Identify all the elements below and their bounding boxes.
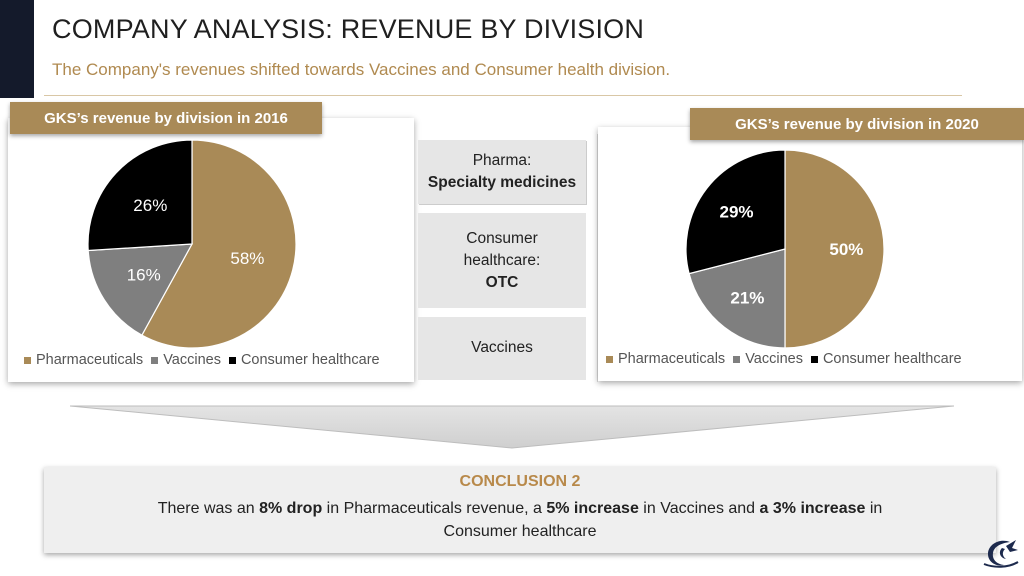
legend-swatch-consumer-healthcare xyxy=(228,356,236,364)
legend-item-consumer-healthcare: Consumer healthcare xyxy=(810,351,962,367)
company-logo-icon xyxy=(983,540,1019,568)
legend-item-pharmaceuticals: Pharmaceuticals xyxy=(24,352,143,368)
legend-item-consumer-healthcare: Consumer healthcare xyxy=(228,352,380,368)
accent-bar xyxy=(0,0,34,98)
conclusion-part: There was an xyxy=(157,500,260,517)
conclusion-part: in Vaccines and xyxy=(638,500,760,517)
pie-slice-pharmaceuticals-2020 xyxy=(784,149,885,349)
pie-label-vaccines-2016: 16% xyxy=(127,266,161,285)
segment-pharma-line1: Pharma: xyxy=(472,152,532,169)
conclusion-title: CONCLUSION 2 xyxy=(459,473,581,490)
legend-label: Pharmaceuticals xyxy=(618,351,726,367)
legend-label: Pharmaceuticals xyxy=(36,352,144,368)
conclusion-highlight: a 3% increase xyxy=(759,500,866,517)
legend-2016: Pharmaceuticals Vaccines Consumer health… xyxy=(24,352,388,368)
segment-box-pharma: Pharma: Specialty medicines xyxy=(418,140,586,204)
conclusion-part: in Consumer healthcare xyxy=(443,500,883,540)
middle-divider xyxy=(597,134,598,382)
segment-consumer-line1: Consumer xyxy=(466,229,538,247)
chart-title-2020: GKS’s revenue by division in 2020 xyxy=(690,108,1024,140)
legend-2020: Pharmaceuticals Vaccines Consumer health… xyxy=(606,351,970,367)
page-title: COMPANY ANALYSIS: REVENUE BY DIVISION xyxy=(52,14,645,44)
segment-pharma-line2: Specialty medicines xyxy=(427,174,577,191)
title-divider xyxy=(44,95,962,96)
pie-label-vaccines-2020: 21% xyxy=(730,288,764,307)
segment-consumer-line3: OTC xyxy=(485,273,519,291)
legend-label: Consumer healthcare xyxy=(822,351,962,367)
pie-slice-vaccines-2020 xyxy=(688,248,786,349)
pie-label-pharmaceuticals-2016: 58% xyxy=(230,249,264,268)
legend-swatch-consumer-healthcare xyxy=(810,355,818,363)
conclusion-box: CONCLUSION 2 There was an 8% drop in Pha… xyxy=(44,467,996,553)
legend-item-vaccines: Vaccines xyxy=(733,351,803,367)
pie-slice-consumer-healthcare-2020 xyxy=(685,149,786,275)
legend-swatch-pharmaceuticals xyxy=(24,356,31,364)
pie-chart-2020: 50% 21% 29% xyxy=(685,149,885,349)
conclusion-text: There was an 8% drop in Pharmaceuticals … xyxy=(120,497,920,543)
down-arrow-band xyxy=(70,405,954,449)
pie-label-consumer-healthcare-2016: 26% xyxy=(133,196,167,215)
legend-label: Vaccines xyxy=(745,351,803,367)
legend-item-pharmaceuticals: Pharmaceuticals xyxy=(606,351,725,367)
pie-slice-vaccines-2016 xyxy=(87,243,194,336)
segment-box-vaccines: Vaccines xyxy=(418,317,586,380)
segment-vaccines-label: Vaccines xyxy=(471,339,533,356)
legend-item-vaccines: Vaccines xyxy=(151,352,221,368)
segment-box-consumer: Consumer healthcare: OTC xyxy=(418,213,586,308)
chart-title-2016: GKS’s revenue by division in 2016 xyxy=(10,102,322,134)
conclusion-part: in Pharmaceuticals revenue, a xyxy=(322,500,547,517)
legend-label: Vaccines xyxy=(163,352,221,368)
pie-slice-pharmaceuticals-2016 xyxy=(141,139,297,349)
pie-label-pharmaceuticals-2020: 50% xyxy=(829,240,863,259)
pie-chart-2016: 58% 16% 26% xyxy=(87,139,297,349)
legend-swatch-vaccines xyxy=(151,356,159,364)
pie-label-consumer-healthcare-2020: 29% xyxy=(719,202,753,221)
conclusion-highlight: 8% drop xyxy=(259,500,323,517)
legend-label: Consumer healthcare xyxy=(240,352,380,368)
segment-consumer-line2: healthcare: xyxy=(463,251,541,269)
page-subtitle: The Company's revenues shifted towards V… xyxy=(52,60,671,79)
pie-slice-consumer-healthcare-2016 xyxy=(87,139,193,252)
conclusion-highlight: 5% increase xyxy=(546,500,639,517)
legend-swatch-vaccines xyxy=(733,355,741,363)
legend-swatch-pharmaceuticals xyxy=(606,355,613,363)
